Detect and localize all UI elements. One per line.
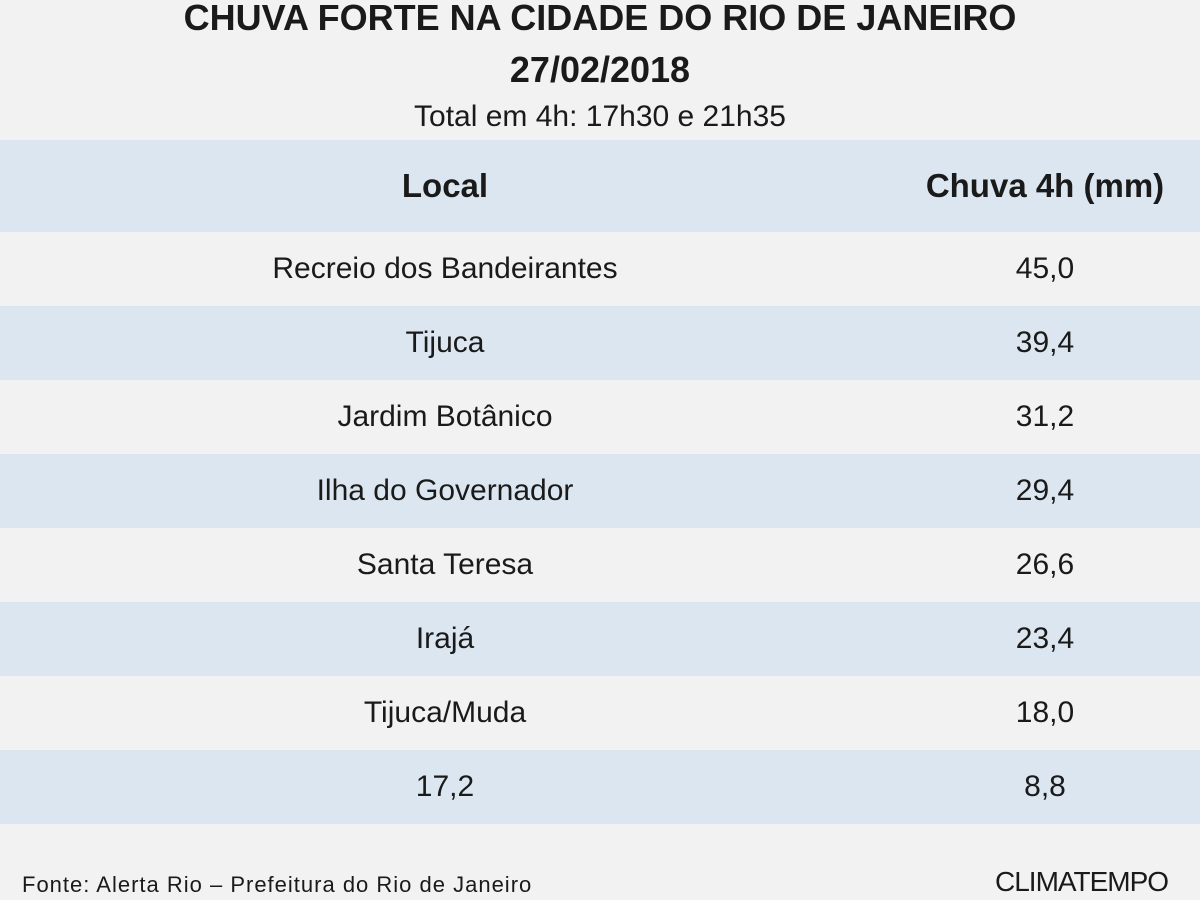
table-cell: 39,4 — [1015, 326, 1075, 359]
table-row: Tijuca/Muda 18,0 — [0, 676, 1200, 750]
table-cell: 29,4 — [1015, 474, 1075, 507]
table-row: Jardim Botânico 31,2 — [0, 380, 1200, 454]
table-cell: Recreio dos Bandeirantes — [272, 252, 618, 285]
logo: CLIMATEMPO — [995, 866, 1169, 897]
column-header: Chuva 4h (mm) — [925, 167, 1165, 204]
subtitle: Total em 4h: 17h30 e 21h35 — [414, 100, 786, 133]
table-cell: 18,0 — [1015, 696, 1075, 729]
table-cell: Jardim Botânico — [337, 400, 553, 433]
table-cell: 23,4 — [1015, 622, 1075, 655]
source: Fonte: Alerta Rio – Prefeitura do Rio de… — [22, 872, 533, 897]
table-row: Irajá 23,4 — [0, 602, 1200, 676]
table-row: Santa Teresa 26,6 — [0, 528, 1200, 602]
table-cell: Ilha do Governador — [316, 474, 574, 507]
table-cell: Tijuca/Muda — [363, 696, 527, 729]
table-cell: 31,2 — [1015, 400, 1075, 433]
table-cell: 17,2 — [415, 770, 475, 803]
table-cell: Tijuca — [405, 326, 485, 359]
table-row: 17,2 8,8 — [0, 750, 1200, 824]
table-row: Recreio dos Bandeirantes 45,0 — [0, 232, 1200, 306]
column-header: Local — [401, 167, 489, 204]
title: 27/02/2018 — [509, 49, 691, 90]
table-row: Tijuca 39,4 — [0, 306, 1200, 380]
table-row: Ilha do Governador 29,4 — [0, 454, 1200, 528]
table-cell: 26,6 — [1015, 548, 1075, 581]
table-cell: 8,8 — [1024, 770, 1066, 803]
table-header: Local Chuva 4h (mm) — [0, 140, 1200, 232]
table-cell: Santa Teresa — [356, 548, 534, 581]
table-cell: 45,0 — [1015, 252, 1075, 285]
table-cell: Irajá — [415, 622, 475, 655]
title: CHUVA FORTE NA CIDADE DO RIO DE JANEIRO — [183, 0, 1017, 38]
